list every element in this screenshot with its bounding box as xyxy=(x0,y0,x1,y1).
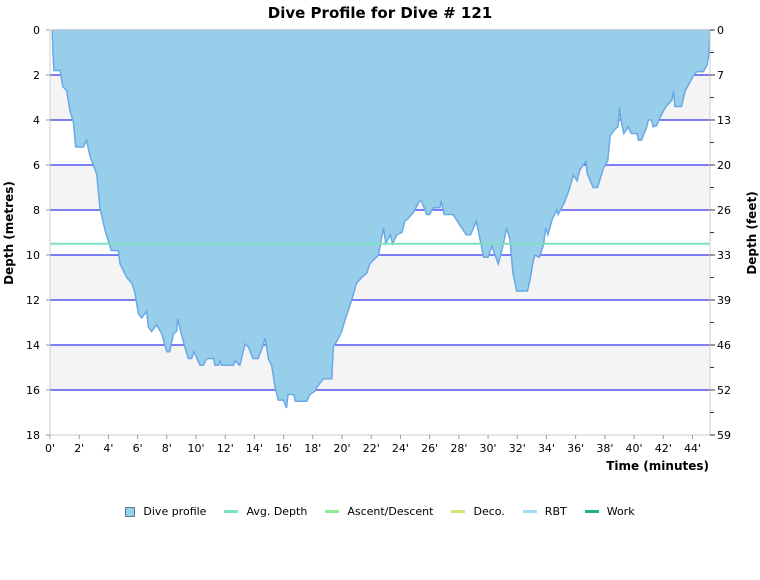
x-tick-label: 26' xyxy=(421,442,438,455)
legend-label: Avg. Depth xyxy=(246,505,308,518)
legend-item[interactable]: Dive profile xyxy=(125,505,206,518)
y-right-tick-label: 7 xyxy=(717,69,724,82)
y-axis-right-label: Depth (feet) xyxy=(745,191,759,274)
y-right-tick-label: 39 xyxy=(717,294,731,307)
y-tick-label: 6 xyxy=(33,159,40,172)
y-tick-label: 8 xyxy=(33,204,40,217)
y-tick-label: 16 xyxy=(26,384,40,397)
legend-swatch xyxy=(325,510,340,513)
legend-label: RBT xyxy=(544,505,567,518)
x-tick-label: 36' xyxy=(567,442,584,455)
x-tick-label: 24' xyxy=(392,442,409,455)
legend-item[interactable]: RBT xyxy=(522,505,567,518)
y-tick-label: 10 xyxy=(26,249,40,262)
y-right-tick-label: 0 xyxy=(717,24,724,37)
legend-label: Work xyxy=(606,505,635,518)
x-tick-label: 42' xyxy=(655,442,672,455)
legend: Dive profile Avg. Depth Ascent/Descent Deco… xyxy=(0,505,760,518)
legend-item[interactable]: Avg. Depth xyxy=(224,505,307,518)
y-tick-label: 18 xyxy=(26,429,40,442)
y-right-tick-label: 13 xyxy=(717,114,731,127)
x-tick-label: 16' xyxy=(275,442,292,455)
x-tick-label: 44' xyxy=(684,442,701,455)
legend-swatch xyxy=(584,510,599,513)
legend-label: Deco. xyxy=(473,505,505,518)
x-tick-label: 20' xyxy=(334,442,351,455)
x-tick-label: 28' xyxy=(450,442,467,455)
x-tick-label: 32' xyxy=(509,442,526,455)
y-axis-label: Depth (metres) xyxy=(2,181,16,285)
legend-swatch xyxy=(451,510,466,513)
y-right-tick-label: 52 xyxy=(717,384,731,397)
x-tick-label: 22' xyxy=(363,442,380,455)
y-tick-label: 4 xyxy=(33,114,40,127)
x-tick-label: 2' xyxy=(74,442,84,455)
x-tick-label: 10' xyxy=(188,442,205,455)
x-tick-label: 18' xyxy=(304,442,321,455)
y-tick-label: 0 xyxy=(33,24,40,37)
legend-label: Ascent/Descent xyxy=(347,505,434,518)
x-tick-label: 0' xyxy=(45,442,55,455)
x-tick-label: 40' xyxy=(626,442,643,455)
x-tick-label: 8' xyxy=(162,442,172,455)
x-tick-label: 38' xyxy=(596,442,613,455)
grid-band xyxy=(50,345,710,390)
legend-swatch xyxy=(224,510,239,513)
dive-profile-area xyxy=(51,29,711,409)
x-tick-label: 14' xyxy=(246,442,263,455)
x-tick-label: 34' xyxy=(538,442,555,455)
legend-item[interactable]: Ascent/Descent xyxy=(325,505,433,518)
x-tick-label: 4' xyxy=(103,442,113,455)
y-tick-label: 12 xyxy=(26,294,40,307)
legend-label: Dive profile xyxy=(143,505,207,518)
y-tick-label: 14 xyxy=(26,339,40,352)
y-right-tick-label: 59 xyxy=(717,429,731,442)
legend-item[interactable]: Deco. xyxy=(451,505,505,518)
x-tick-label: 12' xyxy=(217,442,234,455)
chart-title: Dive Profile for Dive # 121 xyxy=(268,4,492,22)
x-tick-label: 6' xyxy=(133,442,143,455)
legend-swatch xyxy=(125,506,136,517)
y-tick-label: 2 xyxy=(33,69,40,82)
legend-swatch xyxy=(522,510,537,513)
y-right-tick-label: 46 xyxy=(717,339,731,352)
chart-svg: Dive Profile for Dive # 121 024681012141… xyxy=(2,4,759,473)
x-axis-label: Time (minutes) xyxy=(606,459,709,473)
y-right-tick-label: 20 xyxy=(717,159,731,172)
x-tick-label: 30' xyxy=(480,442,497,455)
legend-item[interactable]: Work xyxy=(584,505,635,518)
y-right-tick-label: 26 xyxy=(717,204,731,217)
y-right-tick-label: 33 xyxy=(717,249,731,262)
